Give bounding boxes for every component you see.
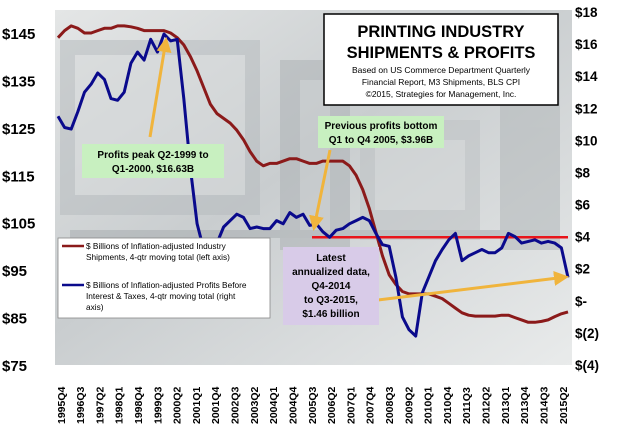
legend-label-shipments-line2: Shipments, 4-qtr moving total (left axis… bbox=[86, 252, 230, 262]
legend-label-profits-line1: $ Billions of Inflation-adjusted Profits… bbox=[86, 280, 247, 290]
x-tick-label: 1997Q2 bbox=[94, 386, 106, 424]
annotation-previous-bottom-line2: Q1 to Q4 2005, $3.96B bbox=[329, 135, 434, 146]
y-right-tick-label: $- bbox=[575, 294, 587, 309]
arrow-latest-data bbox=[377, 271, 569, 302]
x-tick-label: 2007Q1 bbox=[345, 386, 357, 424]
y-left-tick-label: $135 bbox=[2, 73, 35, 90]
y-left-tick-label: $75 bbox=[2, 358, 27, 375]
y-right-tick-label: $16 bbox=[575, 37, 598, 52]
x-tick-label: 2013Q4 bbox=[519, 386, 531, 424]
x-tick-label: 2005Q3 bbox=[307, 386, 319, 424]
y-left-tick-label: $125 bbox=[2, 121, 35, 138]
x-tick-label: 2009Q2 bbox=[403, 386, 415, 424]
y-right-tick-label: $(4) bbox=[575, 358, 599, 373]
x-tick-label: 2001Q1 bbox=[191, 386, 203, 424]
y-right-tick-label: $14 bbox=[575, 69, 598, 84]
x-tick-label: 1998Q4 bbox=[133, 386, 145, 424]
subtitle-line-2: Financial Report, M3 Shipments, BLS CPI bbox=[362, 77, 520, 87]
legend-frame bbox=[57, 237, 271, 319]
annotation-arrows bbox=[148, 37, 569, 302]
x-tick-label: 1998Q1 bbox=[114, 386, 126, 424]
annotation-previous-bottom-box bbox=[318, 116, 444, 148]
x-tick-label: 2004Q1 bbox=[268, 386, 280, 424]
x-tick-label: 1999Q3 bbox=[152, 386, 164, 424]
legend: $ Billions of Inflation-adjusted Industr… bbox=[57, 237, 271, 319]
subtitle-line-3: ©2015, Strategies for Management, Inc. bbox=[366, 89, 517, 99]
annotation-latest-data-line4: to Q3-2015, bbox=[304, 295, 358, 306]
annotation-latest-data-line3: Q4-2014 bbox=[312, 281, 351, 292]
x-tick-label: 2014Q3 bbox=[538, 386, 550, 424]
arrow-profits-peak bbox=[148, 37, 172, 138]
y-left-tick-label: $85 bbox=[2, 311, 27, 328]
legend-label-profits-line2: Interest & Taxes, 4-qtr moving total (ri… bbox=[86, 291, 236, 301]
x-tick-label: 2012Q2 bbox=[481, 386, 493, 424]
y-right-tick-label: $4 bbox=[575, 230, 591, 245]
annotation-profits-peak: Profits peak Q2-1999 to Q1-2000, $16.63B bbox=[82, 144, 224, 178]
x-tick-label: 2015Q2 bbox=[558, 386, 570, 424]
annotation-previous-bottom: Previous profits bottom Q1 to Q4 2005, $… bbox=[318, 116, 444, 148]
annotation-latest-data-line1: Latest bbox=[316, 253, 346, 264]
x-tick-label: 2010Q4 bbox=[442, 386, 454, 424]
x-tick-label: 2006Q2 bbox=[326, 386, 338, 424]
y-right-tick-label: $2 bbox=[575, 262, 590, 277]
axes: $145 $135 $125 $115 $105 $95 $85 $75 $18 $16 $14 $1… bbox=[2, 5, 599, 424]
series-line-shipments bbox=[56, 24, 569, 324]
arrow-previous-bottom bbox=[309, 149, 332, 231]
x-tick-label: 1996Q3 bbox=[75, 386, 87, 424]
y-left-tick-label: $105 bbox=[2, 216, 35, 233]
annotation-latest-data: Latest annualized data, Q4-2014 to Q3-20… bbox=[283, 247, 379, 325]
x-tick-label: 2002Q3 bbox=[230, 386, 242, 424]
chart-title-line1: PRINTING INDUSTRY bbox=[357, 23, 524, 41]
y-right-tick-label: $(2) bbox=[575, 326, 599, 341]
annotation-profits-peak-box bbox=[82, 144, 224, 178]
x-tick-label: 2004Q4 bbox=[287, 386, 299, 424]
y-left-tick-label: $95 bbox=[2, 263, 27, 280]
title-box: PRINTING INDUSTRY SHIPMENTS & PROFITS Ba… bbox=[323, 13, 559, 106]
annotation-latest-data-line2: annualized data, bbox=[292, 267, 370, 278]
y-right-tick-label: $12 bbox=[575, 101, 598, 116]
y-left-tick-label: $145 bbox=[2, 26, 35, 43]
chart-title-line2: SHIPMENTS & PROFITS bbox=[347, 44, 536, 62]
subtitle-line-1: Based on US Commerce Department Quarterl… bbox=[352, 65, 531, 75]
legend-label-profits-line3: axis) bbox=[86, 302, 104, 312]
y-right-tick-label: $6 bbox=[575, 198, 591, 213]
x-tick-label: 2008Q3 bbox=[384, 386, 396, 424]
annotation-latest-data-line5: $1.46 billion bbox=[302, 309, 359, 320]
y-left-tick-label: $115 bbox=[2, 168, 35, 185]
legend-label-shipments-line1: $ Billions of Inflation-adjusted Industr… bbox=[86, 241, 227, 251]
annotation-profits-peak-line2: Q1-2000, $16.63B bbox=[112, 164, 194, 175]
x-tick-label: 2007Q4 bbox=[365, 386, 377, 424]
x-tick-label: 2010Q1 bbox=[423, 386, 435, 424]
x-tick-label: 2011Q3 bbox=[461, 387, 473, 424]
annotation-previous-bottom-line1: Previous profits bottom bbox=[325, 121, 438, 132]
title-box-frame bbox=[323, 13, 559, 106]
y-right-tick-label: $8 bbox=[575, 165, 591, 180]
x-tick-label: 2013Q1 bbox=[500, 386, 512, 424]
y-right-tick-label: $18 bbox=[575, 5, 598, 20]
x-tick-label: 2000Q2 bbox=[172, 386, 184, 424]
annotation-latest-data-box bbox=[283, 247, 379, 325]
x-tick-label: 1995Q4 bbox=[56, 386, 68, 424]
annotation-profits-peak-line1: Profits peak Q2-1999 to bbox=[97, 150, 208, 161]
x-tick-label: 2003Q2 bbox=[249, 386, 261, 424]
y-right-tick-label: $10 bbox=[575, 133, 598, 148]
x-tick-label: 2001Q4 bbox=[210, 386, 222, 424]
